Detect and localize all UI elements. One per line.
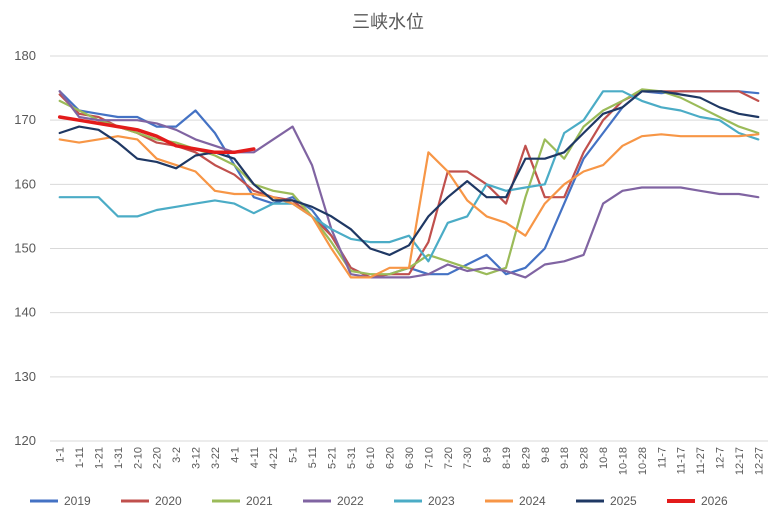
x-tick-label: 9-8 [540, 447, 552, 463]
x-tick-label: 4-21 [268, 447, 280, 469]
x-tick-label: 10-28 [637, 447, 649, 475]
gridlines [50, 55, 768, 442]
chart-title: 三峡水位 [352, 12, 424, 33]
legend: 2019 2020 2021 2022 2023 2024 2025 2026 [30, 494, 728, 508]
x-tick-label: 5-11 [307, 447, 319, 468]
x-tick-label: 5-21 [326, 447, 338, 469]
legend-label-2022: 2022 [337, 494, 364, 508]
legend-label-2020: 2020 [155, 494, 182, 508]
series-line-2025 [58, 90, 760, 256]
x-axis-ticks: 1-1 1-11 1-21 1-31 2-10 2-20 3-2 3-12 3-22 4-1 4-1… [55, 447, 766, 475]
x-tick-label: 6-30 [404, 447, 416, 469]
x-tick-label: 5-1 [288, 447, 300, 463]
y-tick-label: 120 [14, 433, 36, 448]
x-tick-label: 7-10 [423, 447, 435, 469]
x-tick-label: 11-7 [656, 447, 668, 468]
legend-label-2025: 2025 [610, 494, 637, 508]
series-lines [57, 88, 760, 279]
legend-label-2023: 2023 [428, 494, 455, 508]
y-axis-ticks: 120 130 140 150 160 170 180 [14, 48, 36, 448]
y-tick-label: 150 [14, 241, 36, 256]
x-tick-label: 11-17 [676, 447, 688, 474]
x-tick-label: 1-21 [94, 447, 106, 469]
x-tick-label: 6-20 [385, 447, 397, 469]
x-tick-label: 2-20 [152, 447, 164, 469]
y-tick-label: 160 [14, 176, 36, 191]
x-tick-label: 9-18 [559, 447, 571, 469]
y-tick-label: 170 [14, 112, 36, 127]
x-tick-label: 6-10 [365, 447, 377, 469]
x-tick-label: 11-27 [695, 447, 707, 474]
x-tick-label: 4-1 [229, 447, 241, 463]
x-tick-label: 12-27 [753, 447, 765, 475]
x-tick-label: 3-12 [191, 447, 203, 469]
x-tick-label: 8-29 [520, 447, 532, 469]
x-tick-label: 3-2 [171, 447, 183, 463]
x-tick-label: 5-31 [346, 447, 358, 469]
x-tick-label: 1-31 [113, 447, 125, 469]
legend-label-2019: 2019 [64, 494, 91, 508]
x-tick-label: 12-7 [714, 447, 726, 469]
x-tick-label: 2-10 [132, 447, 144, 469]
y-tick-label: 130 [14, 369, 36, 384]
x-tick-label: 8-19 [501, 447, 513, 469]
series-line-2024 [58, 133, 760, 279]
series-line-2026 [57, 115, 256, 155]
x-tick-label: 7-20 [443, 447, 455, 469]
series-line-2023 [58, 90, 760, 263]
x-tick-label: 10-18 [617, 447, 629, 475]
legend-label-2024: 2024 [519, 494, 546, 508]
y-tick-label: 140 [14, 305, 36, 320]
x-tick-label: 9-28 [579, 447, 591, 469]
series-line-2022 [58, 90, 760, 279]
x-tick-label: 1-1 [55, 447, 67, 463]
x-tick-label: 12-17 [734, 447, 746, 475]
x-tick-label: 7-30 [462, 447, 474, 469]
x-tick-label: 3-22 [210, 447, 222, 469]
x-tick-label: 4-11 [249, 447, 261, 468]
x-tick-label: 10-8 [598, 447, 610, 469]
y-tick-label: 180 [14, 48, 36, 63]
legend-label-2026: 2026 [701, 494, 728, 508]
x-tick-label: 8-9 [482, 447, 494, 463]
legend-label-2021: 2021 [246, 494, 273, 508]
x-tick-label: 1-11 [74, 447, 86, 468]
